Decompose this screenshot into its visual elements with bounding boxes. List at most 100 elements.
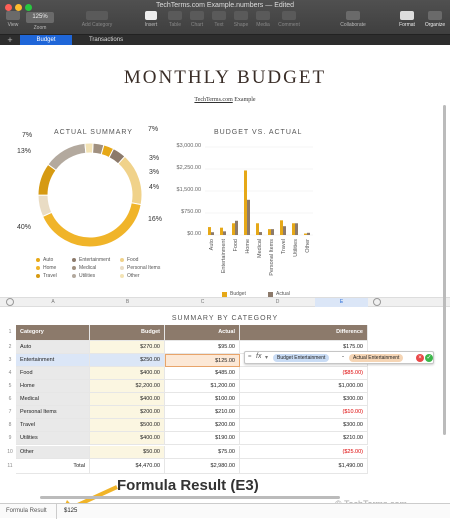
category-cell[interactable]: Auto [16,340,90,354]
row-number[interactable]: 10 [7,448,13,455]
total-label[interactable]: Total [16,458,90,475]
bar-budget-home[interactable] [244,170,247,235]
category-cell[interactable]: Utilities [16,432,90,446]
bar-actual-medical[interactable] [259,232,262,235]
category-cell[interactable]: Personal Items [16,406,90,420]
formula-token-actual[interactable]: Actual Entertainment [349,354,404,362]
add-column-icon[interactable] [373,298,381,306]
tab-budget[interactable]: Budget [20,35,72,45]
accept-formula-icon[interactable]: ✓ [425,354,433,362]
bar-actual-personal-items[interactable] [271,229,274,235]
bar-actual-entertainment[interactable] [223,231,226,235]
header-budget[interactable]: Budget [90,325,165,341]
actual-cell[interactable]: $95.00 [165,340,240,354]
bar-budget-other[interactable] [304,233,307,235]
category-cell[interactable]: Entertainment [16,353,90,367]
bar-budget-medical[interactable] [256,223,259,235]
donut-slice-utilities[interactable] [47,142,87,171]
difference-cell[interactable]: ($10.00) [240,406,368,420]
actual-cell[interactable]: $125.00 [165,353,240,367]
budget-cell[interactable]: $250.00 [90,353,165,367]
budget-cell[interactable]: $270.00 [90,340,165,354]
formula-token-budget[interactable]: Budget Entertainment [273,354,330,362]
format-button[interactable]: Format [396,11,418,28]
difference-cell[interactable]: $300.00 [240,419,368,433]
organize-button[interactable]: Organize [422,11,448,28]
actual-cell[interactable]: $75.00 [165,445,240,459]
close-window-button[interactable] [5,4,12,11]
column-header-d[interactable]: D [275,299,280,305]
row-number[interactable]: 1 [8,329,12,335]
add-category-button[interactable]: Add Category [80,11,114,28]
tab-transactions[interactable]: Transactions [88,37,124,43]
row-number[interactable]: 6 [8,396,12,403]
category-cell[interactable]: Other [16,445,90,459]
budget-cell[interactable]: $200.00 [90,406,165,420]
bar-budget-food[interactable] [232,223,235,235]
category-cell[interactable]: Food [16,366,90,380]
fx-icon[interactable]: fx [256,353,262,360]
actual-cell[interactable]: $1,200.00 [165,380,240,394]
actual-cell[interactable]: $485.00 [165,366,240,380]
table-button[interactable]: Table [166,11,184,28]
donut-slice-travel[interactable] [37,163,57,196]
table-handle-icon[interactable] [6,298,14,306]
bar-budget-utilities[interactable] [292,223,295,235]
row-number[interactable]: 4 [8,369,12,376]
bar-actual-utilities[interactable] [295,223,298,235]
budget-cell[interactable]: $400.00 [90,393,165,407]
insert-button[interactable]: Insert [141,11,161,28]
scroll-thumb[interactable] [40,496,340,499]
vertical-scrollbar[interactable] [443,105,446,435]
techterms-link[interactable]: TechTerms.com [194,97,233,103]
difference-cell[interactable]: $210.00 [240,432,368,446]
actual-cell[interactable]: $210.00 [165,406,240,420]
budget-cell[interactable]: $2,200.00 [90,380,165,394]
row-number[interactable]: 9 [8,435,12,442]
shape-button[interactable]: Shape [232,11,250,28]
row-number[interactable]: 5 [8,383,12,389]
column-header-e[interactable]: E [315,298,368,307]
header-actual[interactable]: Actual [165,325,240,341]
difference-cell[interactable]: ($85.00) [240,366,368,380]
column-header-c[interactable]: C [200,299,205,305]
bar-actual-food[interactable] [235,220,238,235]
bar-budget-travel[interactable] [280,220,283,235]
bar-budget-auto[interactable] [208,227,211,235]
view-button[interactable]: View [4,11,22,28]
text-button[interactable]: Text [210,11,228,28]
cancel-formula-icon[interactable]: × [416,354,424,362]
total-actual[interactable]: $2,980.00 [165,458,240,475]
header-category[interactable]: Category [16,325,90,341]
total-budget[interactable]: $4,470.00 [90,458,165,475]
collaborate-button[interactable]: Collaborate [336,11,370,28]
row-number[interactable]: 8 [8,422,12,429]
media-button[interactable]: Media [254,11,272,28]
bar-actual-travel[interactable] [283,226,286,235]
difference-cell[interactable]: $300.00 [240,393,368,407]
row-number[interactable]: 2 [8,343,12,350]
donut-slice-home[interactable] [41,202,142,248]
actual-cell[interactable]: $100.00 [165,393,240,407]
chart-button[interactable]: Chart [188,11,206,28]
budget-cell[interactable]: $500.00 [90,419,165,433]
difference-cell[interactable]: $1,000.00 [240,380,368,394]
budget-cell[interactable]: $50.00 [90,445,165,459]
actual-cell[interactable]: $190.00 [165,432,240,446]
add-sheet-icon[interactable]: + [7,35,13,45]
column-header-a[interactable]: A [51,299,55,305]
comment-button[interactable]: Comment [276,11,302,28]
category-cell[interactable]: Travel [16,419,90,433]
bar-actual-other[interactable] [307,232,310,235]
actual-cell[interactable]: $200.00 [165,419,240,433]
header-difference[interactable]: Difference [240,325,368,341]
column-header-b[interactable]: B [125,299,130,305]
minimize-window-button[interactable] [15,4,22,11]
horizontal-scrollbar[interactable] [0,496,450,500]
donut-slice-personal-items[interactable] [37,194,53,218]
bar-budget-entertainment[interactable] [220,227,223,235]
donut-slice-food[interactable] [117,155,143,206]
bar-budget-personal-items[interactable] [268,229,271,235]
donut-slice-other[interactable] [84,142,94,154]
total-difference[interactable]: $1,490.00 [240,458,368,475]
